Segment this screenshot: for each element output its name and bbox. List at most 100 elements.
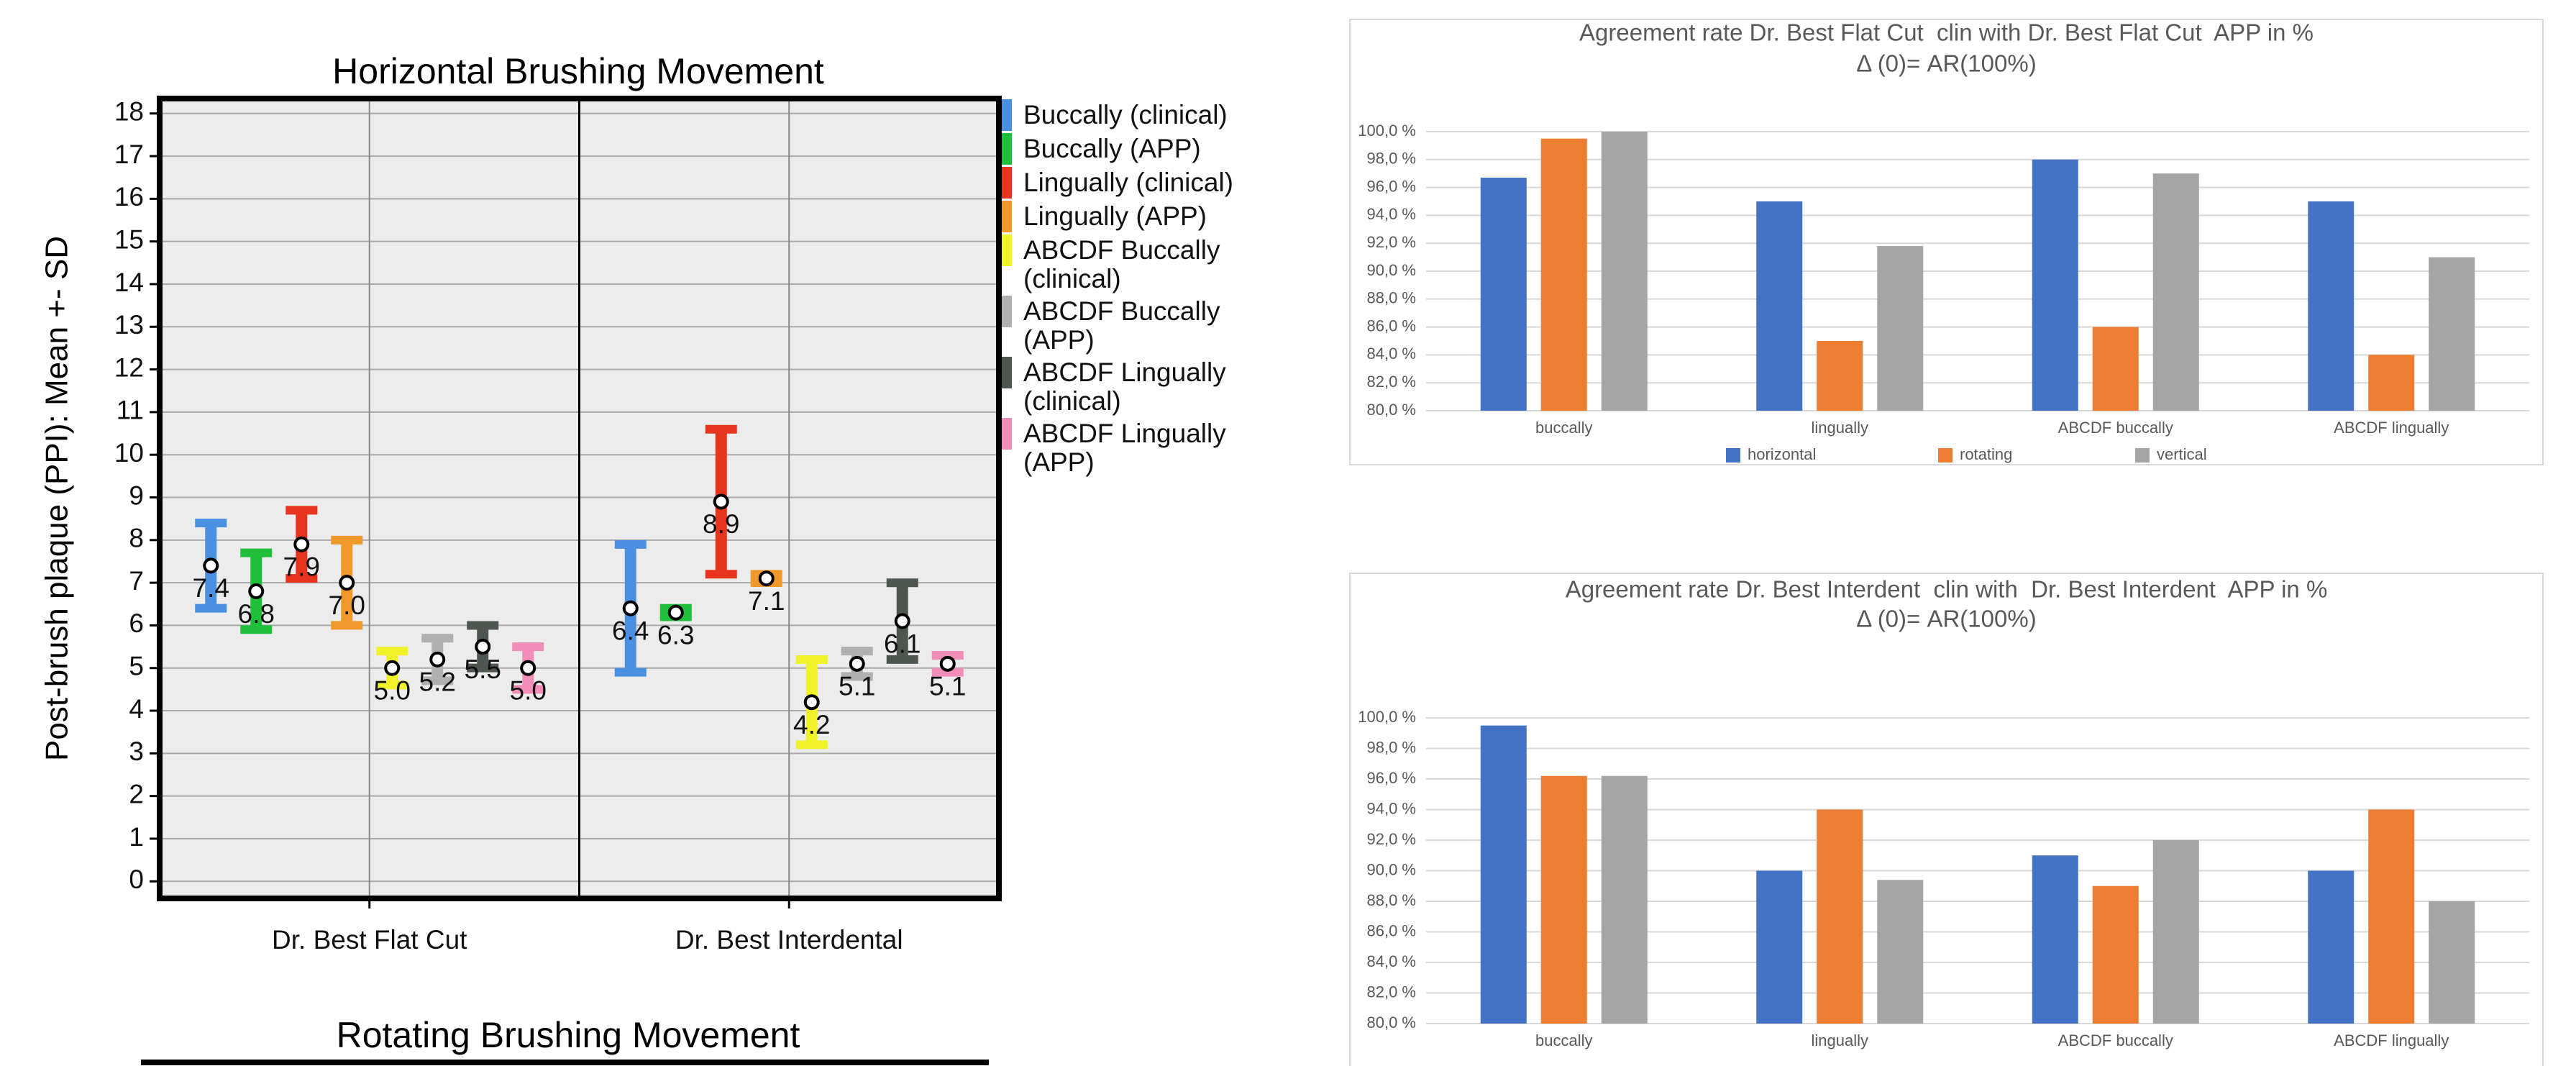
bar	[1480, 178, 1527, 411]
y-tick-label: 15	[114, 224, 144, 254]
y-tick-label: 9	[129, 480, 144, 510]
y-tick-label: 80,0 %	[1367, 1013, 1417, 1031]
y-tick-label: 14	[114, 268, 144, 297]
chart-title: Rotating Brushing Movement	[337, 1015, 800, 1055]
legend-label: horizontal	[1748, 445, 1816, 463]
x-tick-label: ABCDF lingually	[2334, 1031, 2449, 1049]
bar	[1601, 132, 1648, 411]
bar	[2032, 855, 2078, 1024]
y-tick-label: 13	[114, 310, 144, 340]
bar	[2308, 201, 2355, 411]
value-label: 5.1	[929, 672, 966, 701]
y-tick-label: 100,0 %	[1358, 122, 1416, 140]
mean-marker	[475, 639, 491, 655]
bar	[1817, 341, 1863, 411]
chart-title: Agreement rate Dr. Best Flat Cut clin wi…	[1579, 19, 2314, 46]
y-tick-label: 80,0 %	[1367, 401, 1417, 419]
legend-swatch	[1002, 201, 1012, 232]
legend-swatch	[1726, 448, 1740, 463]
y-tick-label: 18	[114, 97, 144, 127]
y-tick-label: 98,0 %	[1367, 150, 1417, 168]
legend: Buccally (clinical) Buccally (APP) Lingual…	[1002, 99, 1239, 480]
bar	[1601, 775, 1648, 1024]
legend-label: Lingually (APP)	[1023, 201, 1207, 231]
legend-label: ABCDF Lingually (APP)	[1023, 419, 1226, 477]
value-label: 5.2	[419, 668, 456, 697]
y-tick-label: 96,0 %	[1367, 177, 1417, 195]
y-axis-label: Post-brush plaque (PPI): Mean +- SD	[40, 236, 75, 761]
legend-item: Buccally (APP)	[1002, 133, 1239, 165]
mean-marker	[803, 694, 820, 711]
mean-marker	[384, 660, 401, 676]
legend-swatch	[1002, 296, 1012, 327]
y-tick-label: 92,0 %	[1367, 830, 1417, 848]
x-tick-label: ABCDF lingually	[2334, 419, 2449, 437]
bar	[1540, 775, 1587, 1024]
legend-item: Lingually (APP)	[1002, 201, 1239, 232]
value-label: 7.4	[193, 573, 229, 603]
bar	[2429, 901, 2475, 1024]
bar	[1756, 870, 1803, 1024]
value-label: 7.0	[329, 591, 365, 620]
bar	[1817, 809, 1863, 1024]
x-tick-label: ABCDF buccally	[2058, 1031, 2173, 1049]
y-tick-label: 5	[129, 652, 144, 681]
value-label: 6.3	[657, 620, 694, 650]
legend-item: Lingually (clinical)	[1002, 167, 1239, 199]
value-label: 6.8	[238, 599, 275, 629]
chart-title: Agreement rate Dr. Best Interdent clin w…	[1566, 576, 2328, 603]
y-tick-label: 84,0 %	[1367, 952, 1417, 970]
bar	[2032, 159, 2078, 411]
value-label: 5.1	[839, 672, 875, 701]
bar	[1877, 880, 1924, 1024]
y-tick-label: 82,0 %	[1367, 983, 1417, 1001]
mean-marker	[293, 536, 310, 552]
mean-marker	[894, 613, 910, 629]
mean-marker	[248, 583, 265, 599]
y-tick-label: 100,0 %	[1358, 708, 1416, 726]
value-label: 7.1	[748, 586, 785, 616]
y-tick-label: 2	[129, 779, 144, 808]
y-tick-label: 90,0 %	[1367, 860, 1417, 878]
legend-item: ABCDF Lingually (APP)	[1002, 418, 1239, 477]
y-tick-label: 10	[114, 438, 144, 468]
y-tick-label: 8	[129, 524, 144, 553]
x-tick-label: lingually	[1812, 1031, 1869, 1049]
y-tick-label: 92,0 %	[1367, 233, 1417, 251]
bar	[1540, 138, 1587, 411]
y-tick-label: 88,0 %	[1367, 891, 1417, 909]
mean-marker	[667, 604, 684, 621]
legend-item: ABCDF Buccally (clinical)	[1002, 234, 1239, 293]
bar	[2152, 173, 2199, 411]
value-label: 8.9	[703, 509, 739, 539]
y-tick-label: 7	[129, 566, 144, 596]
x-tick-label: Dr. Best Interdental	[675, 925, 903, 955]
chart-title: Horizontal Brushing Movement	[332, 51, 824, 91]
y-tick-label: 3	[129, 737, 144, 766]
mean-marker	[520, 660, 536, 676]
mean-marker	[339, 575, 355, 591]
x-tick-label: lingually	[1812, 419, 1869, 437]
y-tick-label: 98,0 %	[1367, 738, 1417, 756]
y-tick-label: 82,0 %	[1367, 373, 1417, 391]
legend-label: ABCDF Buccally (APP)	[1023, 296, 1220, 355]
y-tick-label: 94,0 %	[1367, 799, 1417, 817]
chart-subtitle: Δ (0)= AR(100%)	[1856, 50, 2036, 77]
y-tick-label: 16	[114, 182, 144, 211]
y-tick-label: 11	[117, 396, 144, 425]
y-tick-label: 1	[129, 822, 144, 852]
plot-frame	[157, 96, 1002, 901]
y-tick-label: 90,0 %	[1367, 261, 1417, 279]
legend-label: vertical	[2157, 445, 2207, 463]
bar	[1877, 246, 1924, 411]
chart-border	[1349, 573, 2544, 1066]
mean-marker	[849, 655, 865, 672]
legend-label: ABCDF Buccally (clinical)	[1023, 235, 1220, 293]
bar	[2092, 885, 2139, 1024]
value-label: 6.4	[612, 616, 649, 645]
y-tick-label: 84,0 %	[1367, 345, 1417, 363]
bar	[2429, 257, 2475, 411]
y-tick-label: 4	[129, 694, 144, 724]
legend-swatch	[1002, 418, 1012, 450]
